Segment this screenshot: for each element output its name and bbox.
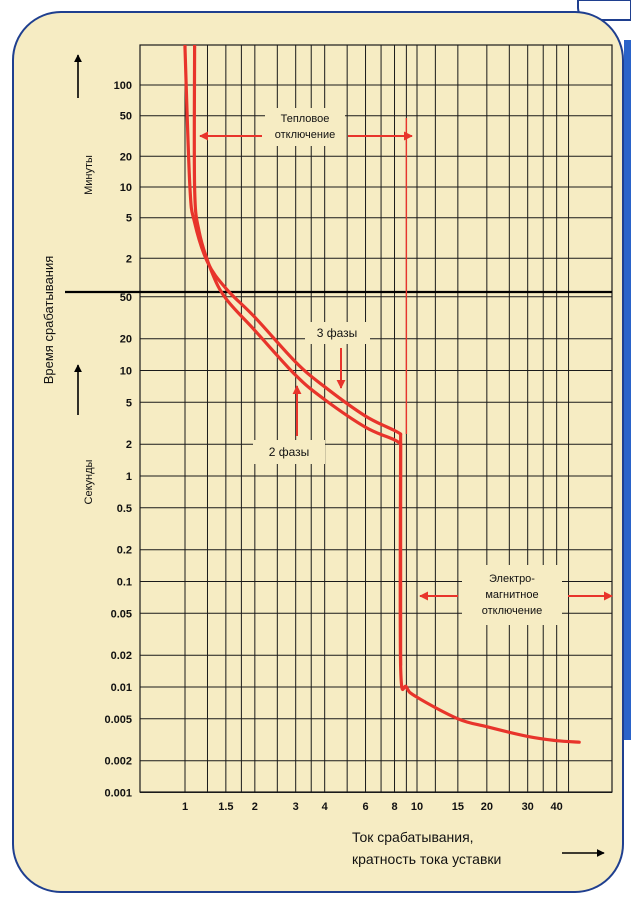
y-tick-label-minutes: 100 xyxy=(114,80,132,92)
thermal-label-box xyxy=(265,108,345,146)
y-tick-label-seconds: 1 xyxy=(126,471,132,483)
x-tick-label: 8 xyxy=(391,801,397,813)
y-tick-label-seconds: 2 xyxy=(126,439,132,451)
curve-two-phase xyxy=(192,46,403,446)
em-label-line2: магнитное xyxy=(485,589,538,601)
thermal-label-line2: отключение xyxy=(275,129,335,141)
x-tick-label: 6 xyxy=(362,801,368,813)
three-phase-label: 3 фазы xyxy=(317,326,358,340)
y-axis-title: Время срабатывания xyxy=(41,256,56,385)
x-tick-label: 20 xyxy=(481,801,493,813)
y-tick-label-seconds: 10 xyxy=(120,366,132,378)
em-label-box xyxy=(462,565,562,625)
two-phase-label: 2 фазы xyxy=(269,445,310,459)
y-tick-label-minutes: 5 xyxy=(126,213,132,225)
x-tick-label: 40 xyxy=(551,801,563,813)
three-phase-label-box xyxy=(305,322,370,344)
em-label-line3: отключение xyxy=(482,605,542,617)
y-tick-label-seconds: 0.2 xyxy=(117,545,132,557)
plot-frame xyxy=(139,44,613,793)
x-tick-label: 3 xyxy=(293,801,299,813)
x-tick-label: 4 xyxy=(322,801,329,813)
y-tick-label-seconds: 50 xyxy=(120,292,132,304)
x-tick-label: 1.5 xyxy=(218,801,233,813)
y-tick-label-minutes: 10 xyxy=(120,182,132,194)
two-phase-label-box xyxy=(253,440,325,464)
y-tick-label-seconds: 0.05 xyxy=(111,608,132,620)
x-tick-label: 2 xyxy=(252,801,258,813)
x-tick-label: 30 xyxy=(522,801,534,813)
y-tick-label-seconds: 0.002 xyxy=(104,756,132,768)
y-axis-seconds-label: Секунды xyxy=(83,459,95,504)
y-axis-minutes-label: Минуты xyxy=(83,155,95,195)
x-tick-label: 10 xyxy=(411,801,423,813)
x-axis-title-line1: Ток срабатывания, xyxy=(352,829,474,845)
axis-ticks: 0.001 0.002 0.005 0.01 0.02 0.05 0.1 0.2 0.5 1 2 5 1… xyxy=(41,54,605,867)
thermal-label-line1: Тепловое xyxy=(281,113,330,125)
em-label-line1: Электро- xyxy=(489,573,535,585)
x-tick-label: 1 xyxy=(182,801,188,813)
y-tick-label-seconds: 0.5 xyxy=(117,503,132,515)
y-tick-label-minutes: 20 xyxy=(120,151,132,163)
y-tick-label-seconds: 0.005 xyxy=(104,714,132,726)
y-tick-label-seconds: 0.1 xyxy=(117,577,132,589)
x-tick-label: 15 xyxy=(452,801,464,813)
y-tick-label-seconds: 0.01 xyxy=(111,682,132,694)
annotations: Тепловое отключение Электро-магнитное отклю… xyxy=(199,108,613,625)
curves xyxy=(183,45,581,744)
grid xyxy=(65,44,613,793)
y-tick-label-seconds: 5 xyxy=(126,397,132,409)
blue-side-strip xyxy=(624,40,631,740)
y-tick-label-seconds: 20 xyxy=(120,334,132,346)
y-tick-label-minutes: 2 xyxy=(126,253,132,265)
y-tick-label-seconds: 0.001 xyxy=(104,788,132,800)
x-axis-title-line2: кратность тока уставки xyxy=(352,851,501,867)
y-tick-label-minutes: 50 xyxy=(120,111,132,123)
y-tick-label-seconds: 0.02 xyxy=(111,650,132,662)
curve-three-phase xyxy=(183,46,403,436)
